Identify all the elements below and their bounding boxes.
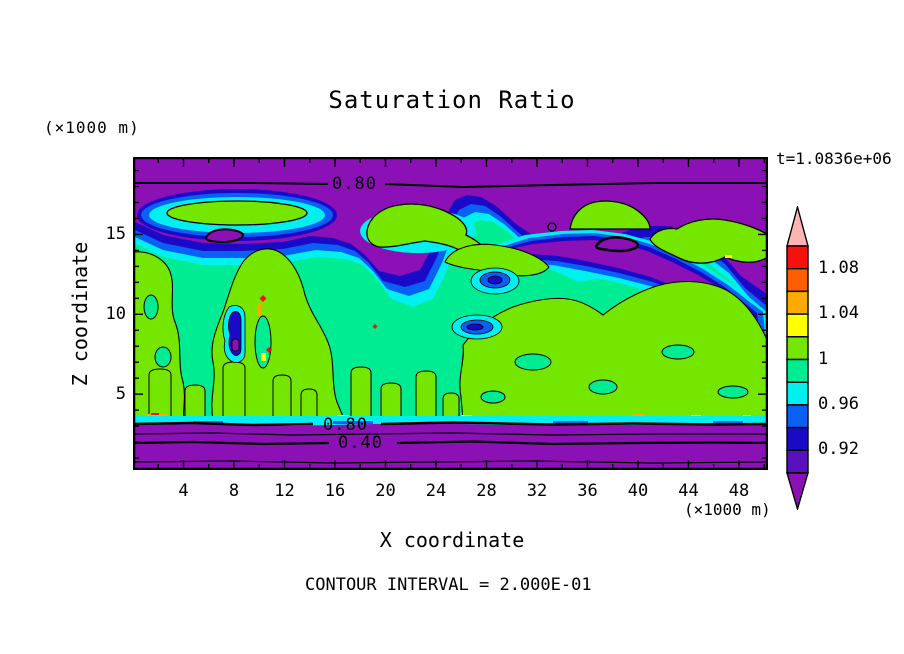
y-axis-unit: (×1000 m): [44, 118, 140, 137]
colorbar-tick-label: 1.04: [818, 303, 859, 324]
contour-label-bottom-lower: 0.40: [338, 433, 383, 453]
colorbar: [786, 206, 809, 510]
x-axis-label: X coordinate: [379, 528, 525, 552]
contour-plot: [133, 157, 768, 470]
colorbar-tick-label: 1.08: [818, 257, 859, 278]
timestamp: t=1.0836e+06: [776, 149, 892, 168]
contour-line-top: [133, 182, 768, 189]
x-tick-label: 48: [728, 481, 750, 501]
y-tick-label: 10: [105, 304, 126, 325]
y-tick-label: 5: [115, 384, 126, 405]
colorbar-tick-label: 0.96: [818, 393, 859, 414]
half-dome-island: [569, 200, 651, 230]
x-tick-label: 36: [577, 481, 598, 501]
right-streak: [473, 230, 768, 343]
x-tick-label: 24: [425, 481, 447, 501]
x-tick-label: 40: [627, 481, 649, 501]
x-tick-label: 4: [178, 481, 189, 501]
x-tick-label: 28: [476, 481, 497, 501]
x-axis-unit: (×1000 m): [684, 500, 771, 519]
cold-blobs: [222, 267, 520, 363]
outlined-blobs: [205, 222, 640, 253]
x-tick-label: 12: [274, 481, 295, 501]
x-tick-label: 44: [678, 481, 699, 501]
x-tick-label: 8: [228, 481, 240, 501]
plot-frame: [133, 157, 768, 470]
x-tick-label: 20: [375, 481, 396, 501]
contour-interval-note: CONTOUR INTERVAL = 2.000E-01: [305, 575, 592, 595]
right-field: [459, 281, 768, 421]
bottom-streaks: [148, 361, 460, 421]
y-tick-label: 15: [105, 224, 126, 245]
left-island: [137, 189, 337, 241]
x-tick-label: 16: [324, 481, 346, 501]
x-tick-label: 32: [526, 481, 548, 501]
right-islands: [649, 218, 768, 264]
contour-label-bottom-upper: 0.80: [323, 415, 368, 435]
colorbar-tick-label: 1: [818, 348, 829, 369]
left-column: [133, 251, 187, 421]
page-title: Saturation Ratio: [328, 86, 576, 114]
contour-label-top: 0.80: [332, 174, 377, 194]
bottom-band: [133, 416, 768, 470]
colorbar-tick-label: 0.92: [818, 439, 859, 460]
